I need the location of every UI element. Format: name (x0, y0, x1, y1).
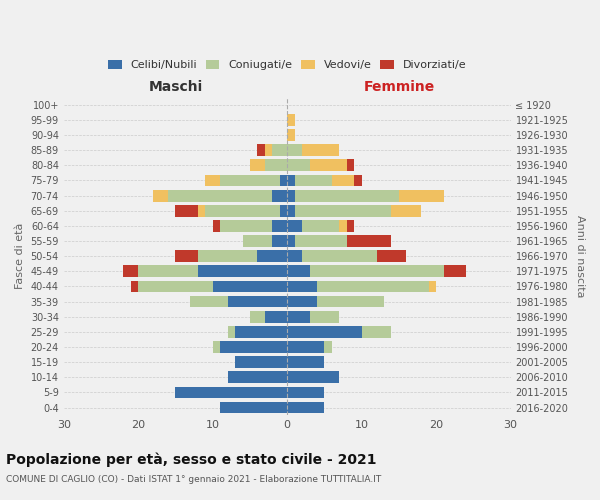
Bar (295, 205, 391, 216)
Bar (302, 144, 340, 156)
Bar (235, 356, 287, 368)
Bar (287, 341, 325, 353)
Bar (287, 402, 325, 413)
Bar (295, 235, 347, 247)
Bar (265, 144, 272, 156)
Bar (213, 220, 220, 232)
Bar (347, 220, 354, 232)
Bar (220, 402, 287, 413)
Legend: Celibi/Nubili, Coniugati/e, Vedovi/e, Divorziati/e: Celibi/Nubili, Coniugati/e, Vedovi/e, Di… (104, 55, 470, 74)
Bar (325, 341, 332, 353)
Bar (443, 266, 466, 277)
Bar (340, 220, 347, 232)
Bar (317, 296, 384, 308)
Bar (198, 250, 257, 262)
Bar (220, 341, 287, 353)
Bar (198, 266, 287, 277)
Bar (287, 235, 295, 247)
Bar (220, 220, 272, 232)
Bar (287, 296, 317, 308)
Bar (310, 160, 347, 171)
Bar (190, 296, 227, 308)
Bar (362, 326, 391, 338)
Bar (287, 280, 317, 292)
Bar (280, 205, 287, 216)
Bar (332, 174, 354, 186)
Bar (287, 250, 302, 262)
Bar (175, 386, 287, 398)
Bar (227, 372, 287, 383)
Bar (124, 266, 138, 277)
Y-axis label: Fasce di età: Fasce di età (15, 223, 25, 290)
Bar (399, 190, 443, 202)
Bar (287, 266, 310, 277)
Bar (153, 190, 168, 202)
Bar (295, 174, 332, 186)
Bar (257, 250, 287, 262)
Bar (175, 250, 198, 262)
Bar (287, 190, 295, 202)
Bar (354, 174, 362, 186)
Bar (198, 205, 205, 216)
Bar (131, 280, 138, 292)
Bar (287, 174, 295, 186)
Bar (377, 250, 406, 262)
Bar (310, 266, 443, 277)
Bar (287, 205, 295, 216)
Bar (175, 205, 198, 216)
Bar (295, 190, 399, 202)
Bar (220, 174, 280, 186)
Bar (302, 250, 377, 262)
Bar (310, 311, 340, 322)
Bar (168, 190, 272, 202)
Text: Maschi: Maschi (148, 80, 203, 94)
Bar (235, 326, 287, 338)
Bar (213, 341, 220, 353)
Bar (265, 160, 287, 171)
Bar (272, 144, 287, 156)
Bar (272, 190, 287, 202)
Bar (347, 160, 354, 171)
Bar (428, 280, 436, 292)
Bar (287, 372, 340, 383)
Bar (138, 266, 198, 277)
Bar (287, 220, 302, 232)
Bar (250, 160, 265, 171)
Bar (138, 280, 213, 292)
Bar (302, 220, 340, 232)
Bar (272, 220, 287, 232)
Text: COMUNE DI CAGLIO (CO) - Dati ISTAT 1° gennaio 2021 - Elaborazione TUTTITALIA.IT: COMUNE DI CAGLIO (CO) - Dati ISTAT 1° ge… (6, 475, 381, 484)
Bar (287, 129, 295, 141)
Bar (250, 311, 265, 322)
Bar (213, 280, 287, 292)
Bar (272, 235, 287, 247)
Bar (287, 386, 325, 398)
Bar (205, 174, 220, 186)
Bar (227, 296, 287, 308)
Bar (391, 205, 421, 216)
Bar (287, 144, 302, 156)
Bar (287, 326, 362, 338)
Bar (347, 235, 391, 247)
Bar (287, 114, 295, 126)
Text: Femmine: Femmine (363, 80, 434, 94)
Bar (287, 356, 325, 368)
Bar (287, 311, 310, 322)
Y-axis label: Anni di nascita: Anni di nascita (575, 215, 585, 298)
Bar (227, 326, 235, 338)
Bar (287, 160, 310, 171)
Bar (242, 235, 272, 247)
Text: Popolazione per età, sesso e stato civile - 2021: Popolazione per età, sesso e stato civil… (6, 452, 377, 467)
Bar (205, 205, 280, 216)
Bar (280, 174, 287, 186)
Bar (317, 280, 428, 292)
Bar (257, 144, 265, 156)
Bar (265, 311, 287, 322)
